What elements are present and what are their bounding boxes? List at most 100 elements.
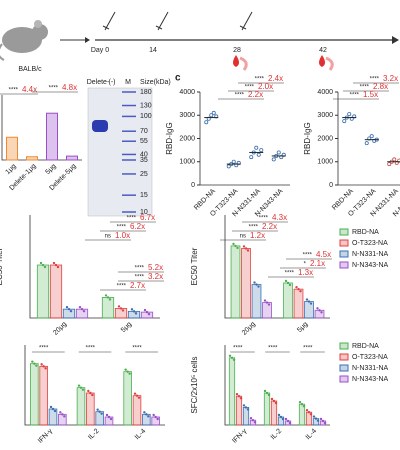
strain-label: BALB/c (18, 66, 42, 73)
ladder-label: 10 (140, 209, 148, 216)
ladder-label: 70 (140, 128, 148, 135)
dot (109, 417, 113, 421)
dot (299, 289, 302, 293)
data-point (392, 157, 397, 162)
dot (309, 302, 313, 305)
y-tick-label: 4000 (179, 89, 195, 96)
dot (255, 283, 258, 286)
y-tick-label: 0 (329, 182, 333, 189)
dot (242, 404, 246, 407)
dot (253, 281, 256, 284)
y-tick-label: 2000 (317, 135, 333, 142)
x-tick-label: IL-2 (87, 428, 101, 442)
dot (272, 399, 276, 403)
data-point (256, 152, 261, 157)
dot (31, 360, 34, 363)
dot (288, 283, 292, 287)
significance: **** (249, 225, 259, 231)
dot (154, 415, 157, 419)
fold-change: 5.2x (148, 263, 163, 272)
data-point (211, 110, 216, 115)
dot (51, 407, 55, 411)
fold-change: 1.5x (363, 90, 378, 99)
dot (53, 409, 57, 413)
dot (49, 405, 53, 409)
ladder-label: 40 (140, 151, 148, 158)
y-axis-label: RBD-IgG (165, 122, 174, 154)
dot (314, 417, 318, 420)
bar (270, 400, 278, 426)
mouse-icon (0, 20, 48, 61)
dot (305, 409, 309, 412)
dot (143, 308, 147, 312)
legend-swatch (339, 342, 349, 350)
dot (232, 242, 235, 246)
dot (307, 411, 311, 414)
dot (65, 305, 69, 309)
dot (104, 294, 108, 297)
dot (232, 358, 236, 361)
dot (135, 394, 139, 397)
dot (286, 419, 290, 423)
dot (106, 296, 110, 299)
dot (79, 386, 83, 389)
ladder-label: 100 (140, 113, 152, 120)
data-point (342, 119, 347, 124)
legend-swatch (339, 364, 349, 372)
dot (108, 298, 112, 301)
dot (281, 417, 285, 421)
ladder-label: 15 (140, 192, 148, 199)
dot (270, 397, 274, 401)
fold-change: 3.2x (383, 74, 398, 83)
significance: **** (117, 284, 127, 290)
dot (59, 411, 62, 414)
fold-change: 4.3x (272, 213, 287, 222)
dot (265, 391, 269, 395)
dot (147, 415, 150, 418)
bar (283, 282, 293, 319)
dot (234, 244, 237, 248)
fold-change: 1.2x (250, 231, 265, 240)
dot (134, 312, 138, 315)
legend-swatch (339, 353, 349, 361)
size-label: Size(kDa) (140, 79, 171, 86)
bar (235, 395, 243, 426)
x-tick-label: IL-4 (305, 428, 319, 442)
legend-label: RBD-NA (352, 229, 379, 236)
dot (126, 370, 129, 373)
bar (30, 363, 39, 426)
bar (228, 357, 236, 426)
dot (145, 310, 149, 314)
legend-label: O-T323-NA (352, 240, 388, 247)
panel-label: c (175, 73, 181, 84)
dot (230, 356, 234, 359)
dot (309, 413, 313, 416)
dot (117, 305, 121, 308)
dot (54, 263, 58, 267)
day-label: 42 (319, 47, 327, 54)
axis (24, 345, 165, 426)
dot (80, 307, 84, 311)
dot (288, 421, 292, 425)
x-tick-label: IL-2 (270, 428, 284, 442)
bar (293, 288, 304, 319)
bar (66, 155, 78, 161)
dot (39, 261, 43, 265)
dot (320, 311, 323, 314)
fold-change: 6.2x (130, 222, 145, 231)
data-point (204, 120, 209, 125)
axis (337, 92, 400, 186)
dot (267, 393, 271, 397)
bar (76, 387, 86, 426)
dot (249, 417, 253, 420)
legend-label: N-N343-NA (352, 376, 389, 383)
dot (274, 401, 278, 405)
dot (239, 397, 243, 400)
x-tick-label: 1μg (4, 163, 17, 176)
x-tick-label: 20μg (52, 321, 68, 337)
legend-label: N-N331-NA (352, 365, 389, 372)
bar (304, 301, 314, 319)
data-point (249, 155, 254, 160)
significance: **** (117, 225, 127, 231)
dot (133, 392, 137, 395)
